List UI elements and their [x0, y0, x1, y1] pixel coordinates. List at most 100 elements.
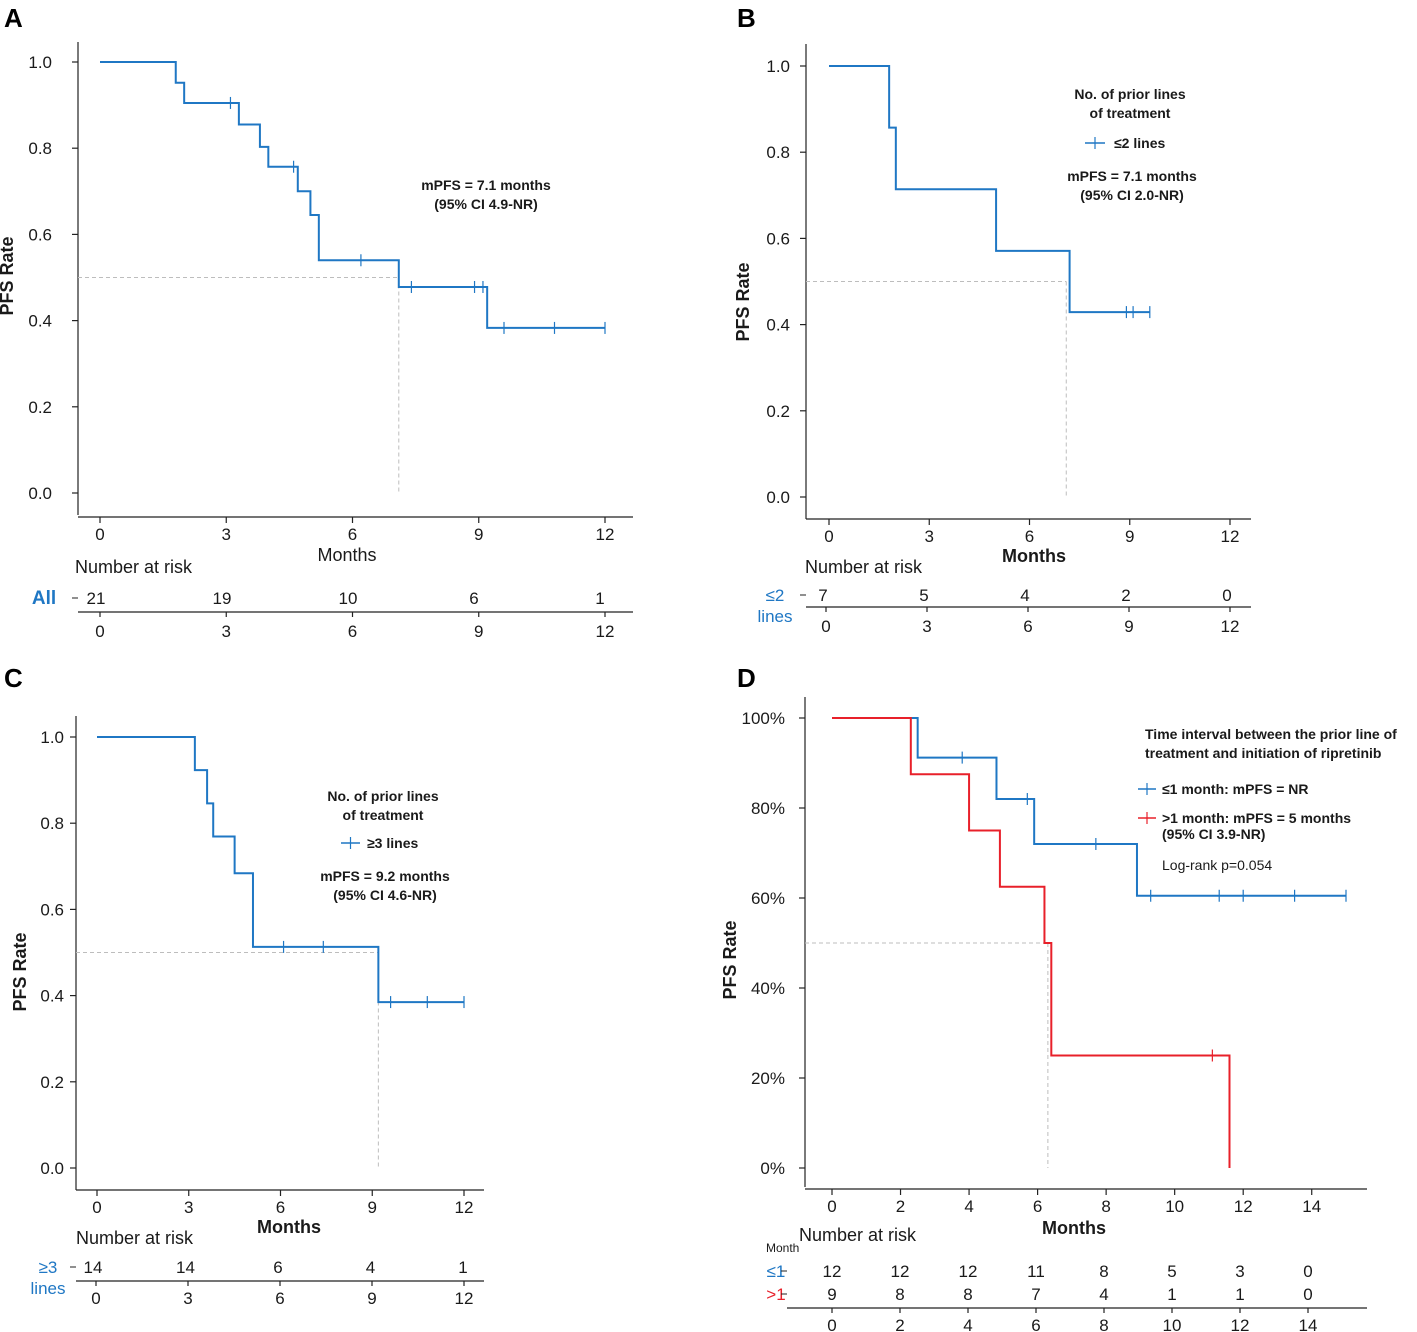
risk-table-tick-label: 0	[91, 1289, 100, 1308]
panel-label-c: C	[4, 663, 23, 693]
risk-table-value: 6	[273, 1258, 282, 1277]
risk-table-value: 4	[1099, 1285, 1108, 1304]
x-tick-label: 3	[222, 525, 231, 544]
risk-table-value: 0	[1222, 586, 1231, 605]
risk-table-value: 2	[1121, 586, 1130, 605]
x-tick-label: 14	[1302, 1197, 1321, 1216]
panel-a: 0.0 0.2 0.4 0.6 0.8 1.0 0 3 6 9 12 Months PFS Rate mP…	[0, 42, 633, 641]
y-tick-label: 80%	[751, 799, 785, 818]
km-curve-series-1	[829, 65, 1150, 314]
km-curve-series-1	[100, 61, 605, 329]
x-tick-label: 0	[95, 525, 104, 544]
risk-table-title: Number at risk	[75, 557, 193, 577]
km-curve-series-1	[832, 717, 1346, 897]
risk-table-value: 19	[213, 589, 232, 608]
risk-table-tick-label: 12	[596, 622, 615, 641]
risk-table-tick-label: 3	[183, 1289, 192, 1308]
y-tick-label: 0.0	[28, 484, 52, 503]
x-tick-label: 3	[925, 527, 934, 546]
risk-table-tick-label: 12	[1221, 617, 1240, 636]
x-tick-label: 0	[92, 1198, 101, 1217]
x-axis-label: Months	[257, 1217, 321, 1237]
legend-title: of treatment	[1090, 105, 1171, 121]
x-tick-label: 12	[455, 1198, 474, 1217]
risk-table-tick-label: 3	[222, 622, 231, 641]
y-tick-label: 20%	[751, 1069, 785, 1088]
risk-table-row-label: ≥3	[39, 1258, 58, 1277]
risk-table-tick-label: 6	[348, 622, 357, 641]
x-tick-label: 6	[1033, 1197, 1042, 1216]
risk-table-value: 8	[895, 1285, 904, 1304]
risk-table-value: 4	[366, 1258, 375, 1277]
y-tick-label: 0.0	[766, 488, 790, 507]
risk-table-tick-label: 9	[1124, 617, 1133, 636]
risk-table-value: 10	[339, 589, 358, 608]
y-axis-label: PFS Rate	[10, 932, 30, 1011]
x-tick-label: 3	[184, 1198, 193, 1217]
panel-c: 0.0 0.2 0.4 0.6 0.8 1.0 0 3 6 9 12 Months PFS Rate No…	[10, 716, 484, 1308]
y-tick-label: 0.6	[40, 900, 64, 919]
risk-table-tick-label: 14	[1299, 1316, 1318, 1332]
x-tick-label: 9	[1125, 527, 1134, 546]
y-axis-label: PFS Rate	[0, 236, 17, 315]
risk-table-tick-label: 12	[455, 1289, 474, 1308]
y-tick-label: 60%	[751, 889, 785, 908]
risk-table-value: 12	[823, 1262, 842, 1281]
legend-title: No. of prior lines	[327, 788, 438, 804]
risk-table-value: 14	[84, 1258, 103, 1277]
risk-table-tick-label: 6	[1023, 617, 1032, 636]
risk-table-row-label: ≤2	[766, 586, 785, 605]
risk-table-value: 8	[963, 1285, 972, 1304]
risk-table-tick-label: 4	[963, 1316, 972, 1332]
annotation-text: (95% CI 2.0-NR)	[1080, 187, 1183, 203]
y-tick-label: 0.4	[766, 316, 790, 335]
risk-table-value: 7	[1031, 1285, 1040, 1304]
y-tick-label: 40%	[751, 979, 785, 998]
x-tick-label: 4	[964, 1197, 973, 1216]
risk-table-value: 1	[1167, 1285, 1176, 1304]
risk-table-title: Number at risk	[799, 1225, 917, 1245]
risk-table-tick-label: 10	[1163, 1316, 1182, 1332]
x-axis-label: Months	[1042, 1218, 1106, 1238]
risk-table-value: 4	[1020, 586, 1029, 605]
risk-table-value: 9	[827, 1285, 836, 1304]
y-axis-label: PFS Rate	[720, 920, 740, 999]
risk-table-value: 12	[959, 1262, 978, 1281]
risk-table-value: 1	[458, 1258, 467, 1277]
x-tick-label: 0	[824, 527, 833, 546]
x-tick-label: 9	[368, 1198, 377, 1217]
x-tick-label: 9	[474, 525, 483, 544]
risk-table-tick-label: 6	[275, 1289, 284, 1308]
x-tick-label: 0	[827, 1197, 836, 1216]
risk-table-value: 12	[891, 1262, 910, 1281]
risk-table-tick-label: 0	[95, 622, 104, 641]
risk-table-value: 14	[176, 1258, 195, 1277]
risk-table-title: Number at risk	[76, 1228, 194, 1248]
risk-table-tick-label: 0	[827, 1316, 836, 1332]
legend-title: No. of prior lines	[1074, 86, 1185, 102]
risk-table-value: 6	[469, 589, 478, 608]
annotation-text: mPFS = 9.2 months	[320, 868, 450, 884]
y-tick-label: 0.6	[28, 225, 52, 244]
x-axis-label: Months	[1002, 546, 1066, 566]
risk-table-value: 1	[595, 589, 604, 608]
x-tick-label: 8	[1101, 1197, 1110, 1216]
legend-item-label: ≤2 lines	[1114, 135, 1165, 151]
x-tick-label: 6	[276, 1198, 285, 1217]
risk-table-value: 0	[1303, 1262, 1312, 1281]
x-tick-label: 2	[896, 1197, 905, 1216]
x-tick-label: 10	[1165, 1197, 1184, 1216]
risk-table-tick-label: 12	[1231, 1316, 1250, 1332]
annotation-text: mPFS = 7.1 months	[1067, 168, 1197, 184]
panel-label-b: B	[737, 3, 756, 33]
x-tick-label: 12	[1221, 527, 1240, 546]
risk-table-tick-label: 2	[895, 1316, 904, 1332]
legend-item-label: >1 month: mPFS = 5 months	[1162, 810, 1351, 826]
panel-label-a: A	[4, 3, 23, 33]
risk-table-value: 3	[1235, 1262, 1244, 1281]
x-axis-label: Months	[317, 545, 376, 565]
annotation-text: Log-rank p=0.054	[1162, 857, 1272, 873]
risk-table-value: 5	[1167, 1262, 1176, 1281]
